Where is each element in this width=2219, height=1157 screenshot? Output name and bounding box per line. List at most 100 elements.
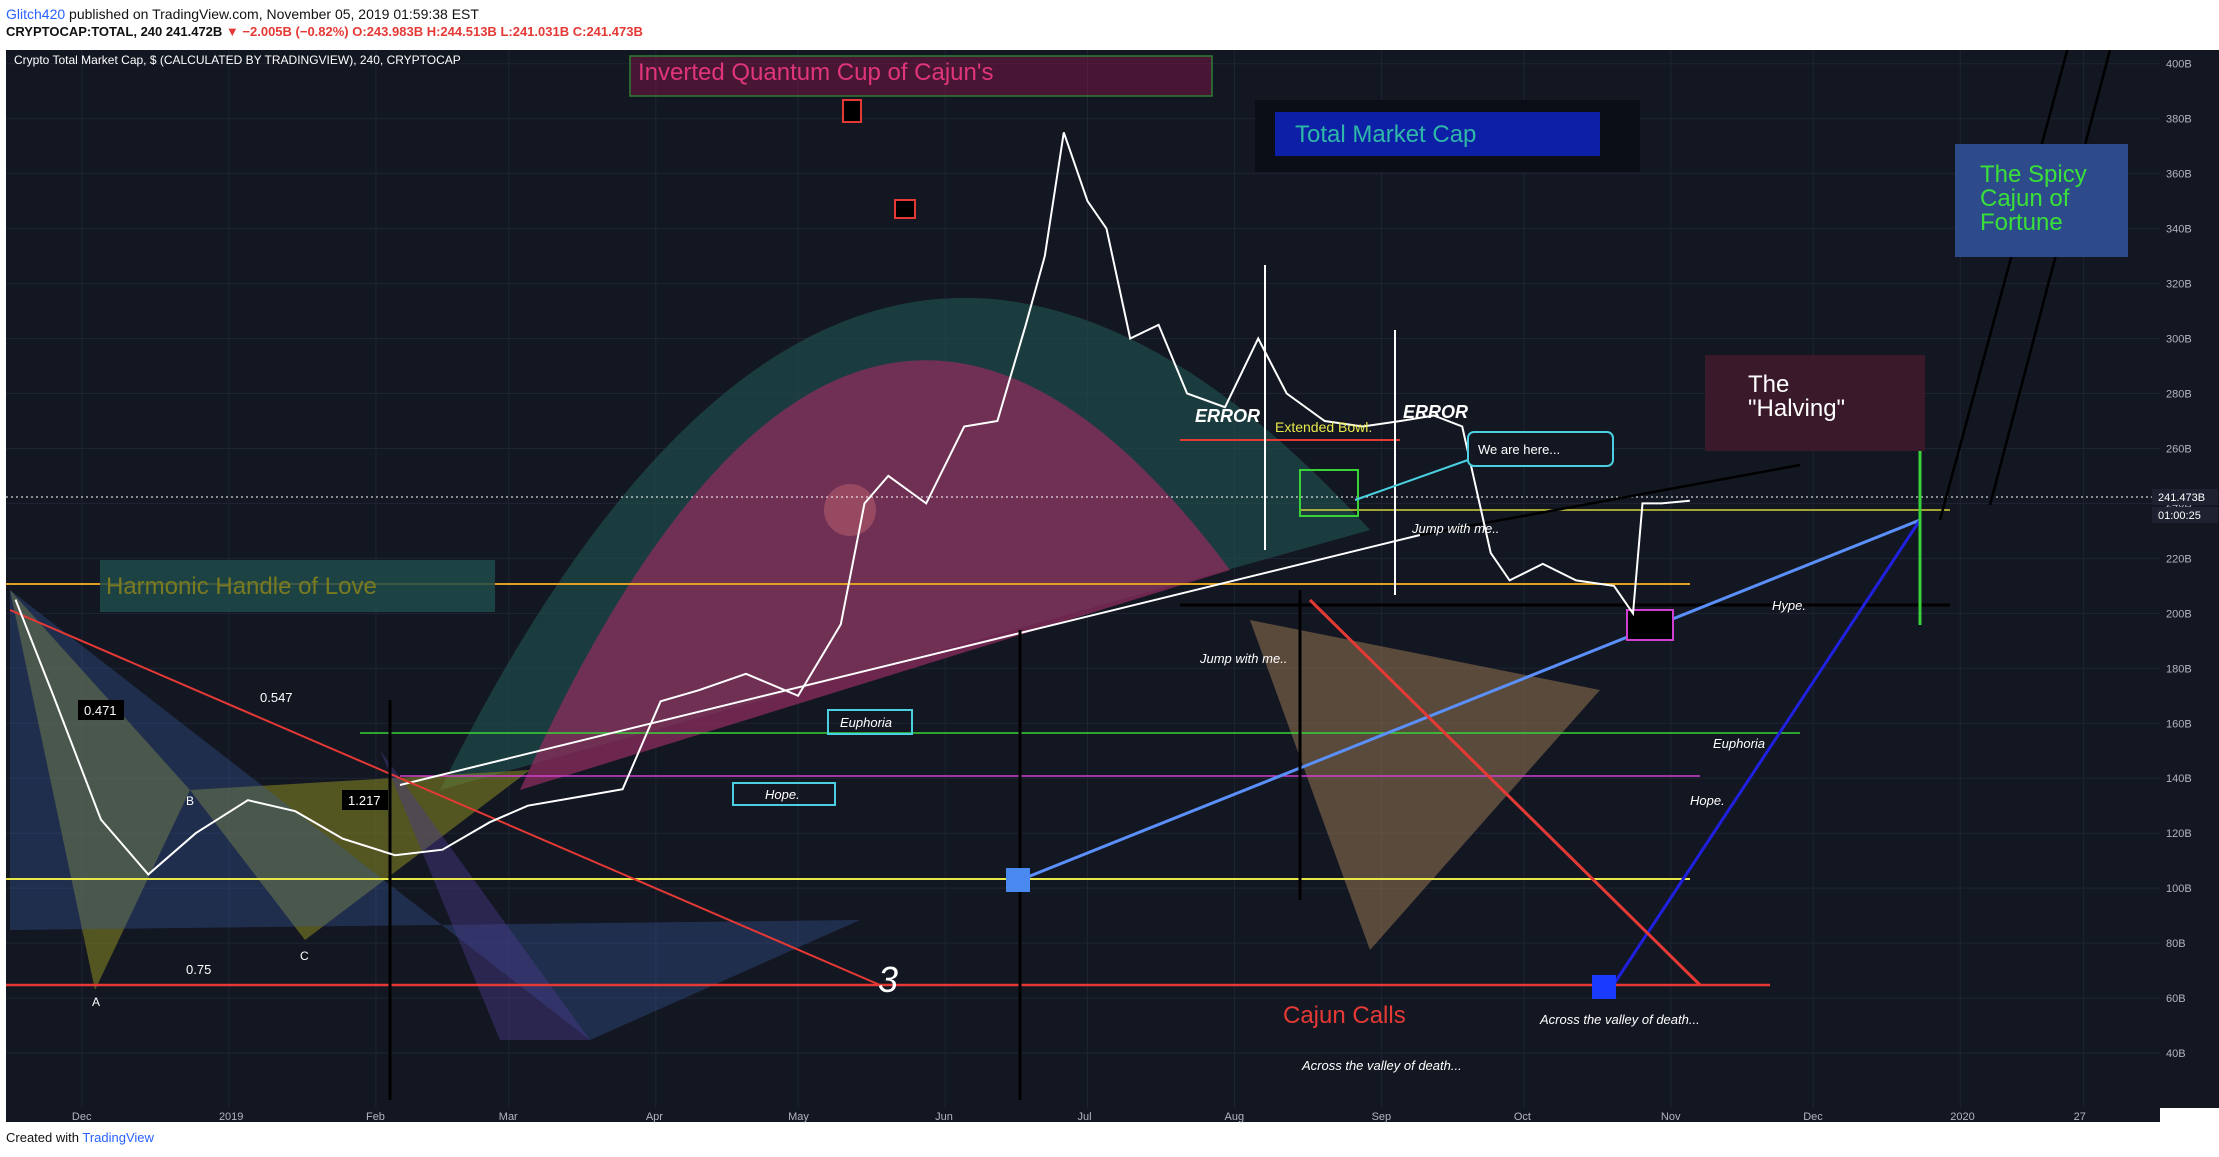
inverted-cup-box (629, 55, 1213, 97)
x-tick-label: 2020 (1950, 1111, 1974, 1123)
we-are-here-callout (1467, 431, 1614, 467)
peak-marker-2 (894, 199, 916, 219)
valley-label-2: Across the valley of death... (1301, 1058, 1462, 1073)
y-tick-label: 40B (2166, 1048, 2186, 1060)
low-value: L:241.031B (500, 24, 570, 39)
euphoria-box (827, 709, 913, 735)
quote-line: CRYPTOCAP:TOTAL, 240 241.472B ▼ −2.005B … (6, 24, 643, 39)
price-tag-label: 241.473B (2158, 492, 2205, 504)
price-series-line (14, 132, 1690, 876)
black-up-arrow-1 (1938, 50, 2069, 521)
x-tick-label: Nov (1661, 1111, 1681, 1123)
hope-label-2: Hope. (1690, 793, 1725, 808)
open-value: O:243.983B (352, 24, 424, 39)
x-tick-label: Jun (935, 1111, 953, 1123)
point-b: B (186, 794, 194, 808)
harmonic-triangle-ab (10, 590, 190, 990)
high-value: H:244.513B (426, 24, 497, 39)
author-link[interactable]: Glitch420 (6, 6, 66, 22)
cajun-calls-label: Cajun Calls (1283, 1002, 1406, 1029)
x-tick-label: Sep (1372, 1111, 1392, 1123)
y-tick-label: 360B (2166, 169, 2192, 181)
time-axis[interactable] (6, 1108, 2160, 1122)
x-tick-label: Dec (72, 1111, 92, 1123)
drawings-layer (6, 50, 2160, 1100)
y-tick-label: 80B (2166, 938, 2186, 950)
x-tick-label: Mar (499, 1111, 518, 1123)
error-label-2: ERROR (1403, 402, 1468, 422)
cup-inner-arc (520, 360, 1230, 790)
price-tag (2152, 489, 2218, 505)
fib-0547: 0.547 (260, 690, 293, 705)
created-with-footer: Created with TradingView (6, 1130, 154, 1145)
y-tick-label: 260B (2166, 443, 2192, 455)
total-market-cap-label: Total Market Cap (1295, 121, 1476, 148)
we-are-here-pointer (1354, 459, 1469, 501)
hope-box (732, 782, 836, 806)
countdown-tag (2152, 507, 2218, 523)
x-tick-label: 27 (2074, 1111, 2086, 1123)
y-tick-label: 220B (2166, 553, 2192, 565)
spicy-cajun-line-1: The Spicy (1980, 161, 2087, 188)
blue-trend-line (1019, 518, 1921, 882)
y-tick-label: 380B (2166, 114, 2192, 126)
fib-0471: 0.471 (84, 703, 117, 718)
fib-075: 0.75 (186, 962, 211, 977)
tradingview-link[interactable]: TradingView (82, 1130, 154, 1145)
green-box (1299, 469, 1359, 517)
chart-canvas[interactable]: 40B60B80B100B120B140B160B180B200B220B240… (0, 50, 2219, 1125)
close-value: C:241.473B (572, 24, 643, 39)
published-text: published on TradingView.com, November 0… (69, 6, 479, 22)
harmonic-triangle-bc (190, 770, 530, 940)
y-tick-label: 160B (2166, 718, 2192, 730)
publisher-line: Glitch420 published on TradingView.com, … (6, 6, 479, 22)
brown-wedge (1250, 620, 1600, 950)
euphoria-label-1: Euphoria (840, 715, 892, 730)
created-text: Created with (6, 1130, 79, 1145)
jump-label-2: Jump with me.. (1199, 651, 1287, 666)
fib-1217: 1.217 (348, 793, 381, 808)
y-tick-label: 140B (2166, 773, 2192, 785)
y-tick-label: 120B (2166, 828, 2192, 840)
x-tick-labels: Dec 2019 Feb Mar Apr May Jun Jul Aug Sep Oct Nov Dec… (72, 1111, 2086, 1123)
spicy-cajun-line-3: Fortune (1980, 209, 2063, 236)
hype-label-1: Hype. (1772, 598, 1806, 613)
y-tick-label: 60B (2166, 993, 2186, 1005)
x-tick-label: Oct (1514, 1111, 1531, 1123)
y-tick-label: 320B (2166, 279, 2192, 291)
x-tick-label: Feb (366, 1111, 385, 1123)
blue-diagonal-line (1608, 519, 1922, 991)
red-descending-line (9, 609, 881, 986)
y-tick-label: 400B (2166, 59, 2192, 71)
purple-zone (380, 750, 590, 1040)
halving-line-1: The (1748, 371, 1789, 398)
publish-header: Glitch420 published on TradingView.com, … (0, 0, 2219, 50)
y-tick-label: 100B (2166, 883, 2192, 895)
x-tick-label: 2019 (219, 1111, 243, 1123)
cup-center-dot (824, 484, 876, 536)
price-axis[interactable] (2160, 50, 2219, 1108)
x-tick-label: Aug (1225, 1111, 1245, 1123)
harmonic-label: Harmonic Handle of Love (106, 573, 377, 600)
blue-square-marker (1006, 868, 1030, 892)
x-tick-label: May (788, 1111, 809, 1123)
spicy-cajun-line-2: Cajun of (1980, 185, 2070, 212)
black-up-arrow-2 (1988, 50, 2112, 506)
halving-line-2: "Halving" (1748, 395, 1845, 422)
y-tick-labels: 40B60B80B100B120B140B160B180B200B220B240… (2166, 59, 2192, 1060)
fib-1217-box (342, 790, 388, 810)
spicy-cajun-box (1955, 144, 2128, 257)
black-box-marker (1626, 609, 1674, 641)
inverted-cup-label: Inverted Quantum Cup of Cajun's (638, 59, 993, 86)
valley-label-1: Across the valley of death... (1539, 1012, 1700, 1027)
halving-box (1705, 355, 1925, 451)
x-tick-label: Apr (646, 1111, 663, 1123)
red-diagonal-line (1308, 598, 1702, 987)
harmonic-blue-zone (10, 590, 860, 1040)
we-are-here-label: We are here... (1478, 442, 1560, 457)
y-tick-label: 340B (2166, 224, 2192, 236)
countdown-label: 01:00:25 (2158, 510, 2201, 522)
euphoria-label-2: Euphoria (1713, 736, 1765, 751)
blue-square-marker-2 (1592, 975, 1616, 999)
point-c: C (300, 949, 309, 963)
